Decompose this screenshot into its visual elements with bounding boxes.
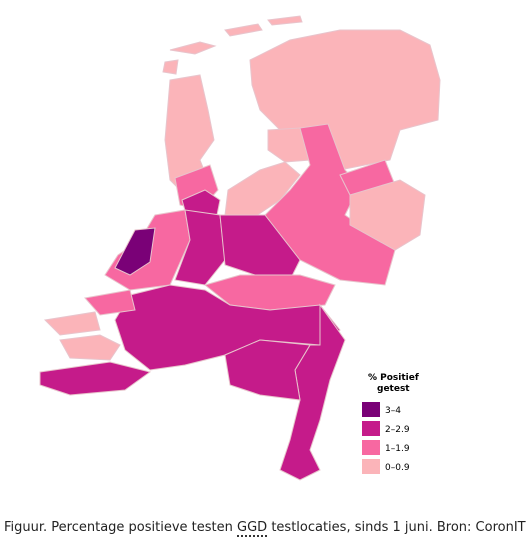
- legend-swatch: [362, 421, 380, 436]
- region: [43, 311, 101, 336]
- region: [267, 15, 303, 26]
- region: [84, 289, 136, 316]
- region: [114, 227, 156, 276]
- legend-label: 0–0.9: [385, 463, 410, 473]
- caption: Figuur. Percentage positieve testen GGD …: [4, 520, 526, 537]
- legend-label: 1–1.9: [385, 444, 410, 454]
- region: [59, 334, 121, 361]
- region: [349, 179, 426, 251]
- region: [267, 127, 311, 163]
- region: [169, 41, 217, 55]
- legend: % Positief getest 3–4 2–2.9 1–1.9 0–0.9: [362, 373, 419, 474]
- legend-swatch: [362, 459, 380, 474]
- abbreviation: GGD: [237, 520, 268, 537]
- region: [39, 361, 152, 396]
- region: [162, 59, 179, 75]
- legend-label: 2–2.9: [385, 425, 410, 435]
- regions: [39, 15, 441, 481]
- map: % Positief getest 3–4 2–2.9 1–1.9 0–0.9: [39, 15, 441, 481]
- region: [224, 23, 263, 37]
- legend-title: getest: [377, 384, 410, 394]
- caption-text: testlocaties, sinds 1 juni. Bron: CoronI…: [267, 520, 526, 535]
- legend-title: % Positief: [368, 373, 419, 383]
- caption-text: Figuur. Percentage positieve testen: [4, 520, 238, 535]
- legend-swatch: [362, 440, 380, 455]
- legend-swatch: [362, 402, 380, 417]
- legend-label: 3–4: [385, 406, 401, 416]
- region: [224, 339, 311, 401]
